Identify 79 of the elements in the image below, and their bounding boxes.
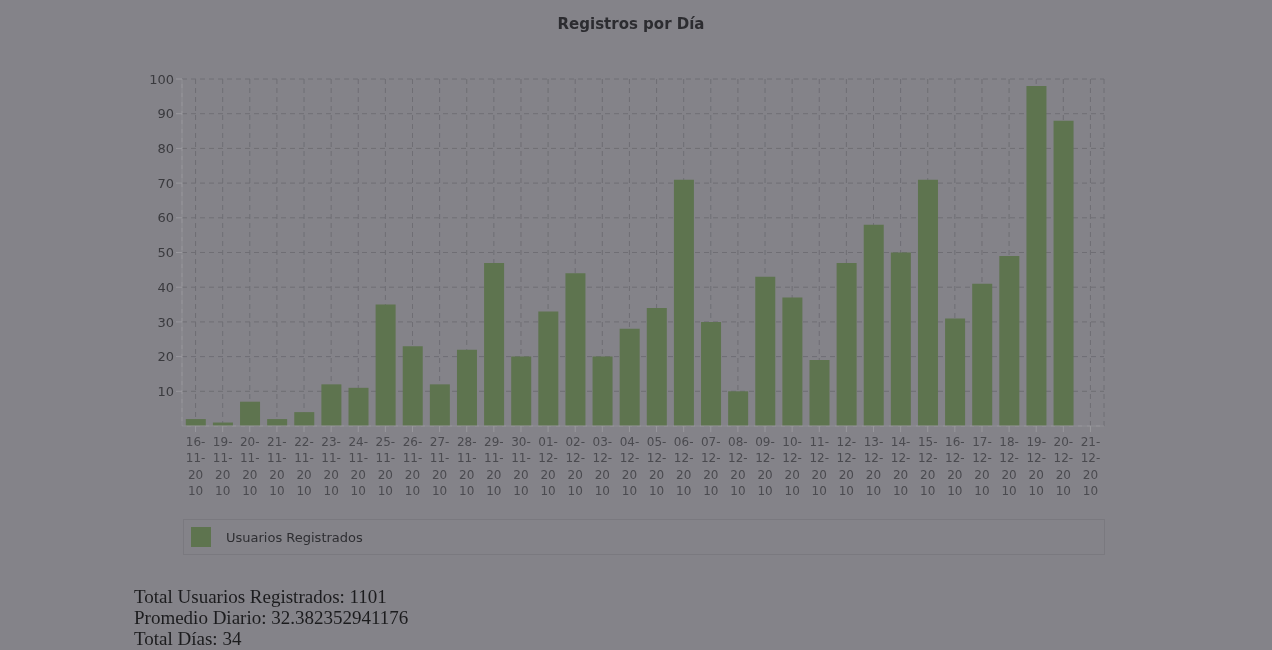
legend-label: Usuarios Registrados	[226, 529, 363, 545]
x-tick-label: 23-11-2010	[321, 435, 341, 498]
x-tick-label: 17-12-2010	[972, 435, 992, 498]
bar	[673, 179, 694, 426]
chart-title: Registros por Día	[556, 15, 706, 33]
y-tick-label: 30	[157, 314, 174, 330]
bar	[538, 311, 559, 426]
bar	[619, 328, 640, 426]
x-tick-label: 19-12-2010	[1026, 435, 1047, 498]
y-tick-label: 10	[157, 383, 174, 399]
x-tick-label: 12-12-2010	[836, 435, 857, 498]
bar	[836, 262, 857, 426]
text: Promedio Diario: 32.382352941176	[134, 607, 409, 628]
bar	[945, 318, 966, 426]
y-tick-label: 40	[157, 279, 174, 295]
x-tick-label: 16-11-2010	[185, 435, 206, 498]
x-tick-label: 03-12-2010	[592, 435, 613, 498]
x-tick-label: 21-12-2010	[1080, 435, 1101, 498]
y-tick-label: 90	[157, 106, 174, 122]
x-tick-label: 30-11-2010	[511, 435, 531, 498]
x-tick-label: 01-12-2010	[538, 435, 558, 498]
y-tick-label: 60	[157, 210, 174, 226]
y-tick-label: 100	[149, 71, 174, 87]
bar	[1053, 120, 1074, 426]
bar	[782, 297, 803, 426]
bar	[863, 224, 884, 426]
y-tick-label: 80	[157, 141, 174, 157]
text: Total Usuarios Registrados: 1101	[134, 586, 388, 607]
x-tick-label: 13-12-2010	[863, 435, 884, 498]
x-tick-label: 29-11-2010	[484, 435, 504, 498]
bar	[646, 308, 667, 426]
x-tick-label: 14-12-2010	[890, 435, 911, 498]
text: Total Días: 34	[134, 628, 243, 649]
bar	[701, 321, 722, 426]
x-tick-label: 22-11-2010	[294, 435, 314, 498]
x-tick-label: 07-12-2010	[700, 435, 721, 498]
x-tick-label: 28-11-2010	[456, 435, 477, 498]
x-tick-label: 18-12-2010	[999, 435, 1019, 498]
bar	[375, 304, 396, 426]
bar	[484, 262, 505, 426]
x-tick-label: 08-12-2010	[728, 435, 748, 498]
bar	[565, 273, 586, 426]
bar	[456, 349, 477, 426]
x-tick-label: 20-11-2010	[239, 435, 260, 498]
y-tick-label: 20	[157, 349, 174, 365]
bar	[917, 179, 938, 426]
bar	[972, 283, 993, 426]
x-tick-label: 02-12-2010	[565, 435, 586, 498]
bar	[890, 252, 911, 426]
x-tick-label: 19-11-2010	[212, 435, 233, 498]
x-tick-label: 26-11-2010	[402, 435, 423, 498]
x-tick-label: 25-11-2010	[375, 435, 396, 498]
bar	[755, 276, 776, 426]
x-tick-label: 05-12-2010	[646, 435, 667, 498]
x-tick-label: 16-12-2010	[945, 435, 965, 498]
bar	[429, 384, 450, 426]
x-tick-label: 10-12-2010	[782, 435, 802, 498]
x-tick-label: 27-11-2010	[429, 435, 450, 498]
bar	[294, 412, 315, 426]
x-tick-label: 06-12-2010	[673, 435, 694, 498]
y-tick-label: 70	[157, 175, 174, 191]
x-tick-label: 04-12-2010	[619, 435, 640, 498]
x-tick-label: 11-12-2010	[809, 435, 830, 498]
bar	[240, 401, 261, 426]
bar	[321, 384, 342, 426]
bar	[999, 255, 1020, 426]
bar	[1026, 85, 1047, 426]
x-tick-label: 15-12-2010	[917, 435, 938, 498]
bar	[511, 356, 532, 426]
bar	[592, 356, 613, 426]
bar	[728, 391, 749, 426]
x-tick-label: 21-11-2010	[267, 435, 287, 498]
y-tick-label: 50	[157, 245, 174, 261]
x-tick-label: 20-12-2010	[1053, 435, 1074, 498]
bar	[809, 360, 830, 426]
bar	[402, 346, 423, 426]
x-tick-label: 09-12-2010	[755, 435, 775, 498]
bar	[348, 387, 369, 426]
x-tick-label: 24-11-2010	[348, 435, 369, 498]
